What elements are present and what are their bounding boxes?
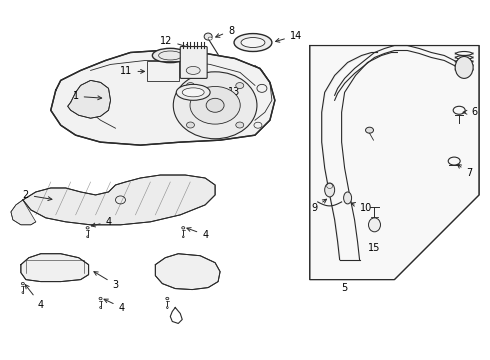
Ellipse shape	[186, 67, 200, 75]
Ellipse shape	[325, 183, 335, 197]
Ellipse shape	[152, 48, 188, 63]
Ellipse shape	[190, 86, 240, 124]
Ellipse shape	[182, 226, 185, 229]
Ellipse shape	[87, 236, 89, 238]
Text: 4: 4	[91, 217, 112, 227]
Text: 4: 4	[25, 285, 44, 310]
Text: 4: 4	[104, 299, 124, 312]
Polygon shape	[23, 175, 215, 225]
Text: 7: 7	[457, 165, 472, 178]
Ellipse shape	[206, 98, 224, 112]
Ellipse shape	[208, 37, 212, 40]
Text: 13: 13	[214, 87, 240, 97]
Ellipse shape	[368, 218, 380, 232]
Ellipse shape	[234, 33, 272, 51]
Text: 8: 8	[216, 26, 234, 37]
Polygon shape	[155, 254, 220, 289]
Text: 6: 6	[463, 107, 477, 117]
Text: 2: 2	[23, 190, 52, 201]
Text: 14: 14	[275, 31, 302, 42]
Ellipse shape	[187, 82, 195, 89]
Text: 4: 4	[187, 228, 208, 240]
Polygon shape	[11, 200, 36, 225]
Ellipse shape	[86, 226, 89, 229]
Ellipse shape	[236, 82, 244, 89]
Ellipse shape	[366, 127, 373, 133]
Ellipse shape	[343, 192, 352, 204]
Ellipse shape	[182, 236, 184, 238]
Ellipse shape	[173, 72, 257, 139]
Text: 11: 11	[120, 67, 145, 76]
Ellipse shape	[236, 122, 244, 128]
Ellipse shape	[22, 292, 24, 293]
Ellipse shape	[99, 297, 102, 300]
Polygon shape	[21, 254, 89, 282]
Ellipse shape	[167, 307, 168, 309]
Text: 12: 12	[160, 36, 190, 48]
Polygon shape	[68, 80, 111, 118]
Ellipse shape	[99, 307, 101, 309]
Text: 3: 3	[94, 272, 119, 289]
Ellipse shape	[187, 122, 195, 128]
Text: 15: 15	[368, 243, 381, 253]
Ellipse shape	[204, 33, 212, 40]
Ellipse shape	[455, 57, 473, 78]
Ellipse shape	[176, 84, 210, 100]
Ellipse shape	[166, 297, 169, 300]
FancyBboxPatch shape	[180, 46, 207, 78]
Polygon shape	[51, 50, 275, 145]
Ellipse shape	[22, 282, 24, 285]
Text: 1: 1	[73, 91, 102, 101]
Ellipse shape	[182, 88, 204, 97]
Ellipse shape	[241, 37, 265, 48]
Text: 9: 9	[312, 199, 326, 213]
Text: 5: 5	[342, 283, 348, 293]
Text: 10: 10	[351, 203, 372, 213]
Polygon shape	[310, 45, 479, 280]
